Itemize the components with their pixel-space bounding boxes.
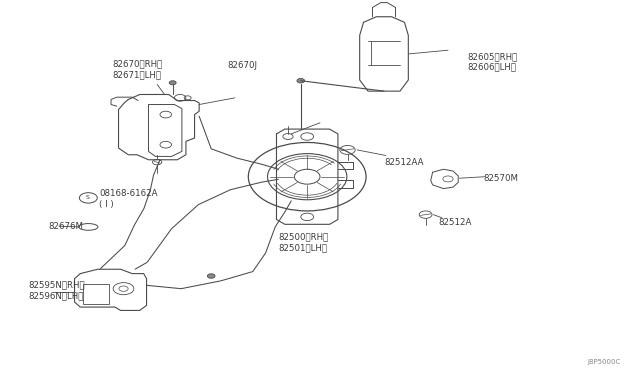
Circle shape	[297, 78, 305, 83]
Text: J8P5000C: J8P5000C	[588, 359, 621, 365]
Text: 82500〈RH〉
82501〈LH〉: 82500〈RH〉 82501〈LH〉	[278, 232, 329, 252]
Text: S: S	[86, 195, 90, 201]
Text: 82605〈RH〉
82606〈LH〉: 82605〈RH〉 82606〈LH〉	[467, 52, 518, 71]
Circle shape	[169, 81, 176, 85]
Text: 82676M: 82676M	[48, 222, 83, 231]
Text: 82670J: 82670J	[227, 61, 257, 70]
Text: 82512AA: 82512AA	[384, 158, 424, 167]
Bar	[83, 284, 109, 304]
Text: 82512A: 82512A	[438, 218, 472, 227]
Text: 82595N〈RH〉
82596N〈LH〉: 82595N〈RH〉 82596N〈LH〉	[29, 280, 85, 300]
Text: 08168-6162A
( I ): 08168-6162A ( I )	[99, 189, 157, 209]
Circle shape	[207, 274, 215, 278]
Text: 82570M: 82570M	[483, 174, 518, 183]
Text: 82670〈RH〉
82671〈LH〉: 82670〈RH〉 82671〈LH〉	[112, 60, 163, 79]
